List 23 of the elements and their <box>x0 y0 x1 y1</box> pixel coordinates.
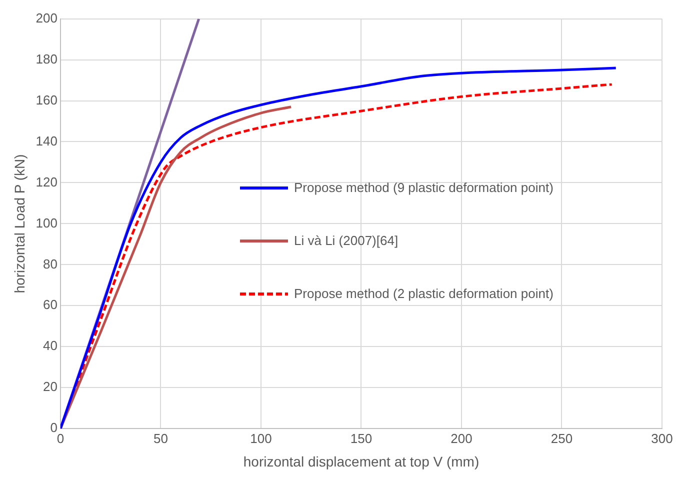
y-tick-label: 200 <box>36 10 58 26</box>
x-tick-label: 300 <box>651 430 673 446</box>
legend-label: Propose method (2 plastic deformation point) <box>294 286 554 301</box>
x-tick-label: 200 <box>450 430 472 446</box>
x-tick-label: 250 <box>550 430 573 446</box>
x-tick-label: 150 <box>350 430 372 446</box>
y-tick-label: 40 <box>43 338 58 354</box>
x-tick-label: 50 <box>154 430 168 446</box>
y-tick-label: 100 <box>36 215 58 230</box>
x-axis-title: horizontal displacement at top V (mm) <box>243 453 480 470</box>
y-tick-label: 0 <box>50 420 58 436</box>
y-tick-label: 120 <box>36 174 58 190</box>
y-tick-label: 140 <box>36 133 58 148</box>
line-series <box>60 106 292 429</box>
legend-label: Propose method (9 plastic deformation point) <box>294 180 554 195</box>
y-tick-label: 20 <box>43 379 58 394</box>
y-tick-label: 160 <box>36 92 58 108</box>
y-tick-label: 60 <box>43 297 58 312</box>
legend-label: Li và Li (2007)[64] <box>294 233 398 248</box>
x-tick-label: 100 <box>250 430 272 446</box>
y-axis-title: horizontal Load P (kN) <box>11 154 28 294</box>
y-tick-label: 180 <box>36 51 58 66</box>
y-tick-label: 80 <box>43 256 58 272</box>
